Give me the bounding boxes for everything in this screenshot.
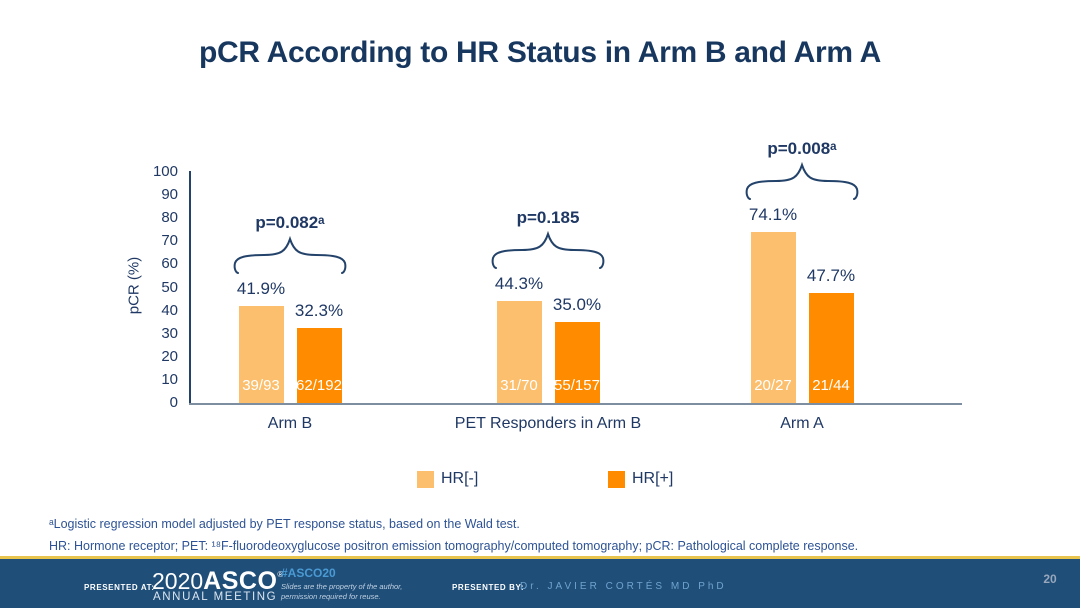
footer-bar xyxy=(0,559,1080,608)
category-label: Arm B xyxy=(267,415,313,432)
gold-divider xyxy=(0,556,1080,559)
y-tick-label: 100 xyxy=(152,163,178,180)
presented-at-label: PRESENTED AT: xyxy=(84,583,155,592)
y-tick-label: 80 xyxy=(161,209,178,227)
bar-hr-negative xyxy=(496,301,542,403)
p-value-label: p=0.008ᵃ xyxy=(767,139,837,158)
category-label: PET Responders in Arm B xyxy=(454,415,642,432)
bar-value-label: 35.0% xyxy=(552,295,602,314)
disclaimer-line-1: Slides are the property of the author, xyxy=(281,582,403,591)
y-axis-line xyxy=(189,171,191,404)
y-tick-label: 40 xyxy=(161,301,178,319)
legend-label: HR[-] xyxy=(441,470,479,487)
category-label: Arm A xyxy=(780,415,824,432)
registered-mark-icon: ® xyxy=(277,570,284,579)
asco-logo: 2020ASCO® xyxy=(152,567,283,596)
y-tick-label: 30 xyxy=(161,324,178,342)
bar-value-label: 44.3% xyxy=(494,274,544,293)
p-value-label: p=0.082ᵃ xyxy=(255,213,325,232)
page-title: pCR According to HR Status in Arm B and … xyxy=(198,36,882,69)
y-tick-label: 60 xyxy=(161,255,178,273)
bar-count-label: 39/93 xyxy=(242,377,280,394)
bar-count-label: 62/192 xyxy=(296,377,342,394)
legend-item-hr-positive: HR[+] xyxy=(608,470,673,488)
y-tick-label: 10 xyxy=(161,370,178,388)
bar-hr-positive xyxy=(554,322,600,403)
brace-icon xyxy=(233,235,347,276)
page-number: 20 xyxy=(1043,572,1057,586)
bar-value-label: 47.7% xyxy=(806,266,856,285)
footnote-abbreviations: HR: Hormone receptor; PET: ¹⁸F-fluorodeo… xyxy=(49,539,859,553)
presented-by-label: PRESENTED BY: xyxy=(452,583,525,592)
y-tick-label: 20 xyxy=(161,347,178,365)
bar-count-label: 20/27 xyxy=(754,377,792,394)
y-tick-label: 70 xyxy=(161,232,178,250)
bar-hr-positive xyxy=(296,328,342,403)
bar-value-label: 32.3% xyxy=(294,301,344,320)
y-tick-label: 0 xyxy=(169,394,178,411)
presenter-name: Dr. JAVIER CORTÉS MD PhD xyxy=(520,581,727,592)
asco-logo-year: 2020 xyxy=(152,568,204,594)
y-tick-label: 50 xyxy=(161,278,178,296)
bar-hr-negative xyxy=(238,306,284,403)
x-axis-line xyxy=(189,403,962,405)
bar-count-label: 31/70 xyxy=(500,377,538,394)
bar-value-label: 41.9% xyxy=(236,279,286,298)
footnote-statistics: ᵃLogistic regression model adjusted by P… xyxy=(49,517,520,531)
bar-value-label: 74.1% xyxy=(748,205,798,224)
brace-icon xyxy=(491,230,605,271)
bar-hr-positive xyxy=(808,293,854,403)
asco-logo-subtitle: ANNUAL MEETING xyxy=(153,591,278,603)
bar-count-label: 21/44 xyxy=(812,377,850,394)
bar-hr-negative xyxy=(750,232,796,403)
footer-disclaimer: Slides are the property of the author, p… xyxy=(281,582,402,601)
y-tick-label: 90 xyxy=(161,186,178,204)
hr-positive-swatch xyxy=(608,470,625,488)
p-value-label: p=0.185 xyxy=(516,208,580,227)
disclaimer-line-2: permission required for reuse. xyxy=(281,591,381,601)
asco-logo-name: ASCO xyxy=(203,567,278,595)
hr-negative-swatch xyxy=(417,470,434,488)
legend-item-hr-negative: HR[-] xyxy=(417,470,478,488)
brace-icon xyxy=(745,161,859,202)
bar-count-label: 55/157 xyxy=(554,377,600,394)
hashtag: #ASCO20 xyxy=(281,566,336,580)
legend-label: HR[+] xyxy=(632,470,674,487)
